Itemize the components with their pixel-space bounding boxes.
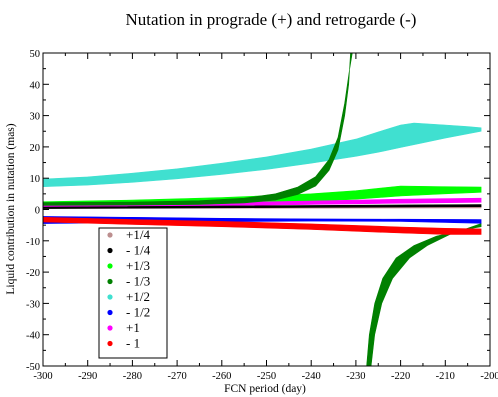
axis-layer: -30 0 -290 -280 -270 -260 -250 -240 -230 -220 -210…: [26, 49, 498, 382]
y-tick-label: -20: [26, 268, 40, 279]
legend-marker: [107, 310, 112, 315]
legend-label: - 1/4: [126, 243, 151, 258]
legend-marker: [107, 325, 112, 330]
legend-label: +1/2: [126, 289, 150, 304]
x-tick-label: -220: [391, 371, 410, 382]
x-tick-label: -210: [436, 371, 455, 382]
y-tick-label: -50: [26, 362, 40, 373]
chart-title: Nutation in prograde (+) and retrogarde …: [126, 10, 417, 29]
y-axis-label: Liquid contribution in nutation (mas): [5, 123, 17, 294]
x-tick-label: -230: [346, 371, 365, 382]
x-tick-label: -290: [78, 371, 97, 382]
y-tick-label: 30: [30, 112, 41, 123]
y-tick-label: 50: [30, 49, 41, 60]
series-band-1-3-right: [367, 224, 482, 366]
x-tick-label: -240: [302, 371, 321, 382]
x-tick-label: -280: [123, 371, 142, 382]
legend-label: +1/3: [126, 258, 150, 273]
y-tick-label: 0: [35, 206, 40, 217]
legend-label: +1: [126, 320, 140, 335]
legend-label: - 1/2: [126, 305, 150, 320]
y-tick-label: 40: [30, 80, 41, 91]
legend-marker: [107, 341, 112, 346]
legend-marker: [107, 248, 112, 253]
y-tick-label: 10: [30, 174, 41, 185]
legend-marker: [107, 232, 112, 237]
y-tick-label: -30: [26, 299, 40, 310]
x-tick-label: -260: [212, 371, 231, 382]
x-tick-label: -250: [257, 371, 276, 382]
legend-marker: [107, 294, 112, 299]
legend-label: - 1: [126, 336, 140, 351]
legend-label: +1/4: [126, 227, 150, 242]
y-tick-label: -40: [26, 331, 40, 342]
x-tick-label: -270: [167, 371, 186, 382]
x-tick-label: -200: [480, 371, 498, 382]
x-axis-label: FCN period (day): [224, 383, 306, 395]
y-tick-label: 20: [30, 143, 41, 154]
series-band-1-2: [43, 123, 481, 187]
y-tick-label: -10: [26, 237, 40, 248]
legend-marker: [107, 279, 112, 284]
legend-label: - 1/3: [126, 274, 150, 289]
legend-marker: [107, 263, 112, 268]
legend: +1/4- 1/4+1/3- 1/3+1/2- 1/2+1- 1: [99, 227, 167, 358]
